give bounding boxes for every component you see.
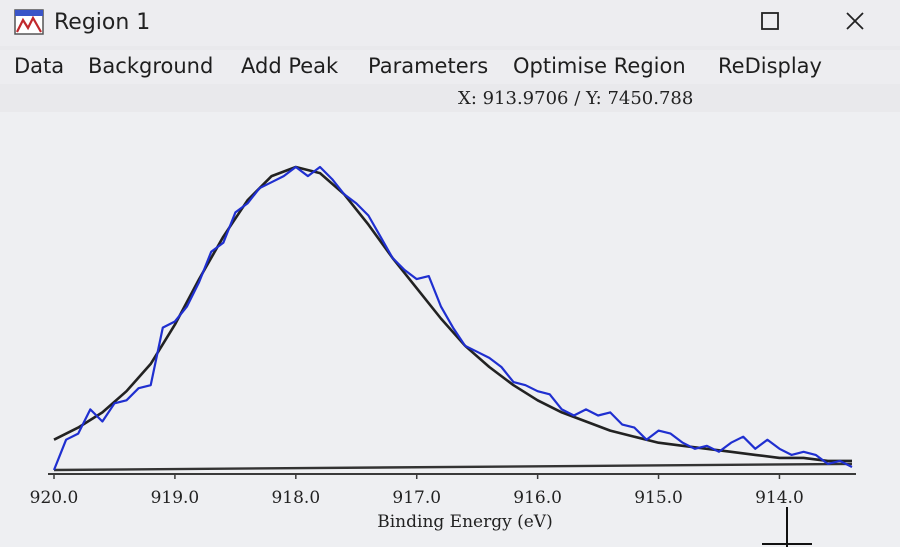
background-series-line xyxy=(53,462,853,472)
x-tick-label: 916.0 xyxy=(513,488,562,508)
xps-app-icon xyxy=(14,9,44,35)
x-tick-label: 917.0 xyxy=(392,488,441,508)
data-series-line xyxy=(52,165,853,471)
menu-parameters[interactable]: Parameters xyxy=(368,54,489,78)
x-tick-label: 914.0 xyxy=(755,488,804,508)
maximize-icon[interactable] xyxy=(757,8,783,34)
spectrum-chart[interactable]: 920.0 919.0 918.0 917.0 916.0 915.0 914.0 xyxy=(0,112,900,547)
x-axis-label: Binding Energy (eV) xyxy=(377,512,553,532)
cursor-coordinate-readout: X: 913.9706 / Y: 7450.788 xyxy=(458,88,694,109)
menu-redisplay[interactable]: ReDisplay xyxy=(718,54,822,78)
menu-bar: Data Background Add Peak Parameters Opti… xyxy=(0,50,900,84)
x-tick-label: 918.0 xyxy=(271,488,320,508)
x-tick-label: 915.0 xyxy=(634,488,683,508)
fit-series-line xyxy=(53,165,852,463)
menu-background[interactable]: Background xyxy=(88,54,214,78)
window-title: Region 1 xyxy=(54,10,151,35)
close-icon[interactable] xyxy=(842,8,868,34)
spectrum-plot-area[interactable]: 920.0 919.0 918.0 917.0 916.0 915.0 914.0 xyxy=(0,112,900,547)
menu-data[interactable]: Data xyxy=(14,54,65,78)
title-bar: Region 1 xyxy=(0,0,900,46)
x-tick-label: 920.0 xyxy=(30,488,79,508)
x-tick-label: 919.0 xyxy=(151,488,200,508)
menu-optimise-region[interactable]: Optimise Region xyxy=(513,54,686,78)
menu-add-peak[interactable]: Add Peak xyxy=(241,54,339,78)
